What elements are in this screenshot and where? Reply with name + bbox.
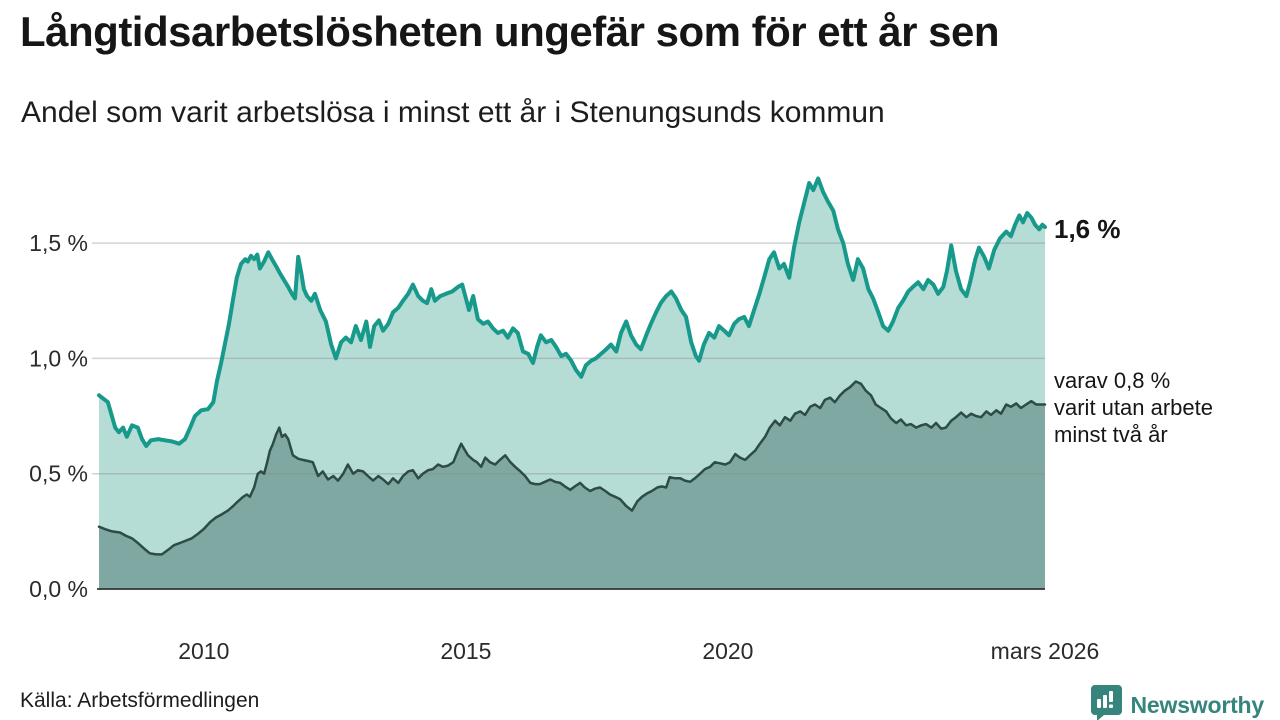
area-fill-series-2: [99, 381, 1045, 589]
page-title: Långtidsarbetslösheten ungefär som för e…: [20, 8, 1000, 55]
series1-end-value-label: 1,6 %: [1054, 214, 1121, 244]
x-tick-label: 2010: [178, 638, 229, 664]
series2-end-annotation: varav 0,8 % varit utan arbete minst två …: [1054, 367, 1213, 448]
line-series-1: [97, 176, 1047, 448]
x-tick-label: mars 2026: [991, 638, 1100, 664]
annotation-line: minst två år: [1054, 422, 1168, 447]
y-tick-label: 0,5 %: [29, 461, 88, 487]
y-tick-label: 1,5 %: [29, 230, 88, 256]
line-series-2: [97, 380, 1047, 556]
x-tick-label: 2015: [440, 638, 491, 664]
annotation-line: varit utan arbete: [1054, 395, 1213, 420]
brand-name: Newsworthy: [1130, 691, 1265, 718]
annotation-line: varav 0,8 %: [1054, 368, 1171, 393]
x-tick-label: 2020: [702, 638, 753, 664]
brand-lockup: Newsworthy: [1090, 684, 1264, 720]
source-credit: Källa: Arbetsförmedlingen: [20, 689, 260, 712]
y-tick-label: 1,0 %: [29, 345, 88, 371]
newsworthy-logo-icon: [1090, 684, 1123, 720]
y-tick-label: 0,0 %: [29, 576, 88, 602]
page-subtitle: Andel som varit arbetslösa i minst ett å…: [21, 96, 885, 129]
